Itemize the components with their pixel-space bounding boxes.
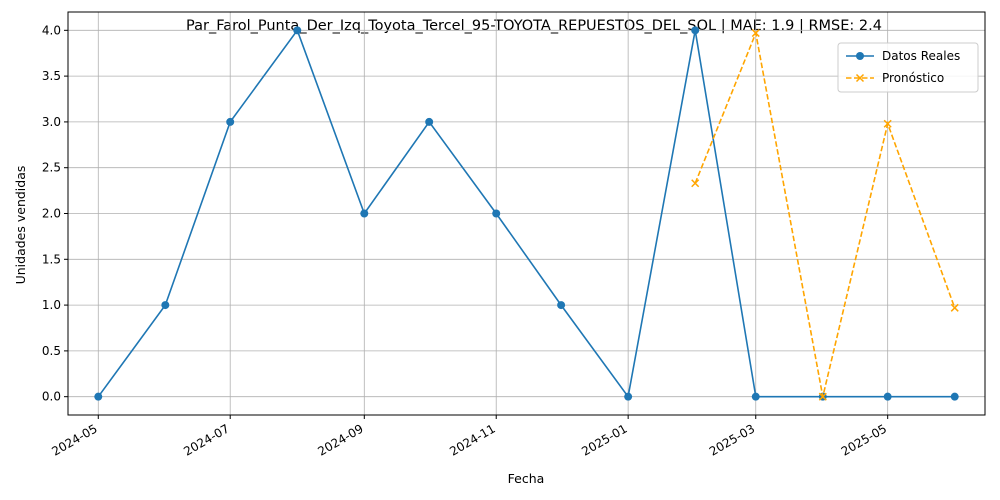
data-point [161, 301, 170, 310]
y-tick-label: 3.0 [42, 115, 61, 129]
y-axis-label: Unidades vendidas [13, 166, 28, 285]
data-point [950, 303, 959, 312]
legend-label: Pronóstico [882, 71, 944, 85]
data-point [557, 301, 566, 310]
data-point [691, 26, 700, 35]
data-point [818, 392, 827, 401]
x-tick-label: 2025-03 [707, 421, 757, 458]
legend: Datos Reales Pronóstico [837, 42, 979, 93]
series-actual [94, 26, 959, 401]
data-point [360, 209, 369, 218]
y-tick-label: 2.0 [42, 207, 61, 221]
data-point [226, 117, 235, 126]
legend-label: Datos Reales [882, 49, 960, 63]
y-tick-label: 1.0 [42, 298, 61, 312]
y-axis: 0.0 0.5 1.0 1.5 2.0 2.5 3.0 3.5 4.0 [42, 23, 68, 404]
legend-marker [855, 73, 865, 83]
data-point [883, 119, 892, 128]
data-point [883, 392, 892, 401]
x-axis: 2024-05 2024-07 2024-09 2024-11 2025-01 2025-… [49, 415, 889, 459]
x-tick-label: 2024-09 [315, 421, 365, 458]
x-tick-label: 2024-05 [49, 421, 99, 458]
y-tick-label: 0.5 [42, 344, 61, 358]
series-line [97, 28, 955, 399]
data-point [293, 26, 302, 35]
y-tick-label: 1.5 [42, 252, 61, 266]
legend-marker [856, 52, 864, 60]
y-tick-label: 3.5 [42, 69, 61, 83]
data-point [94, 392, 103, 401]
data-point [425, 117, 434, 126]
data-point [492, 209, 501, 218]
chart-title: Par_Farol_Punta_Der_Izq_Toyota_Tercel_95… [186, 18, 882, 34]
data-point [751, 392, 760, 401]
data-point [950, 392, 959, 401]
series-forecast [691, 29, 959, 401]
x-tick-label: 2024-07 [181, 421, 231, 458]
x-axis-label: Fecha [508, 471, 545, 486]
x-tick-label: 2024-11 [447, 421, 497, 458]
data-series [94, 26, 959, 401]
y-tick-label: 0.0 [42, 390, 61, 404]
x-tick-label: 2025-01 [579, 421, 629, 458]
data-point [691, 179, 700, 188]
y-tick-label: 4.0 [42, 23, 61, 37]
data-point [624, 392, 633, 401]
x-tick-label: 2025-05 [839, 421, 889, 458]
data-point [751, 29, 760, 38]
y-tick-label: 2.5 [42, 161, 61, 175]
